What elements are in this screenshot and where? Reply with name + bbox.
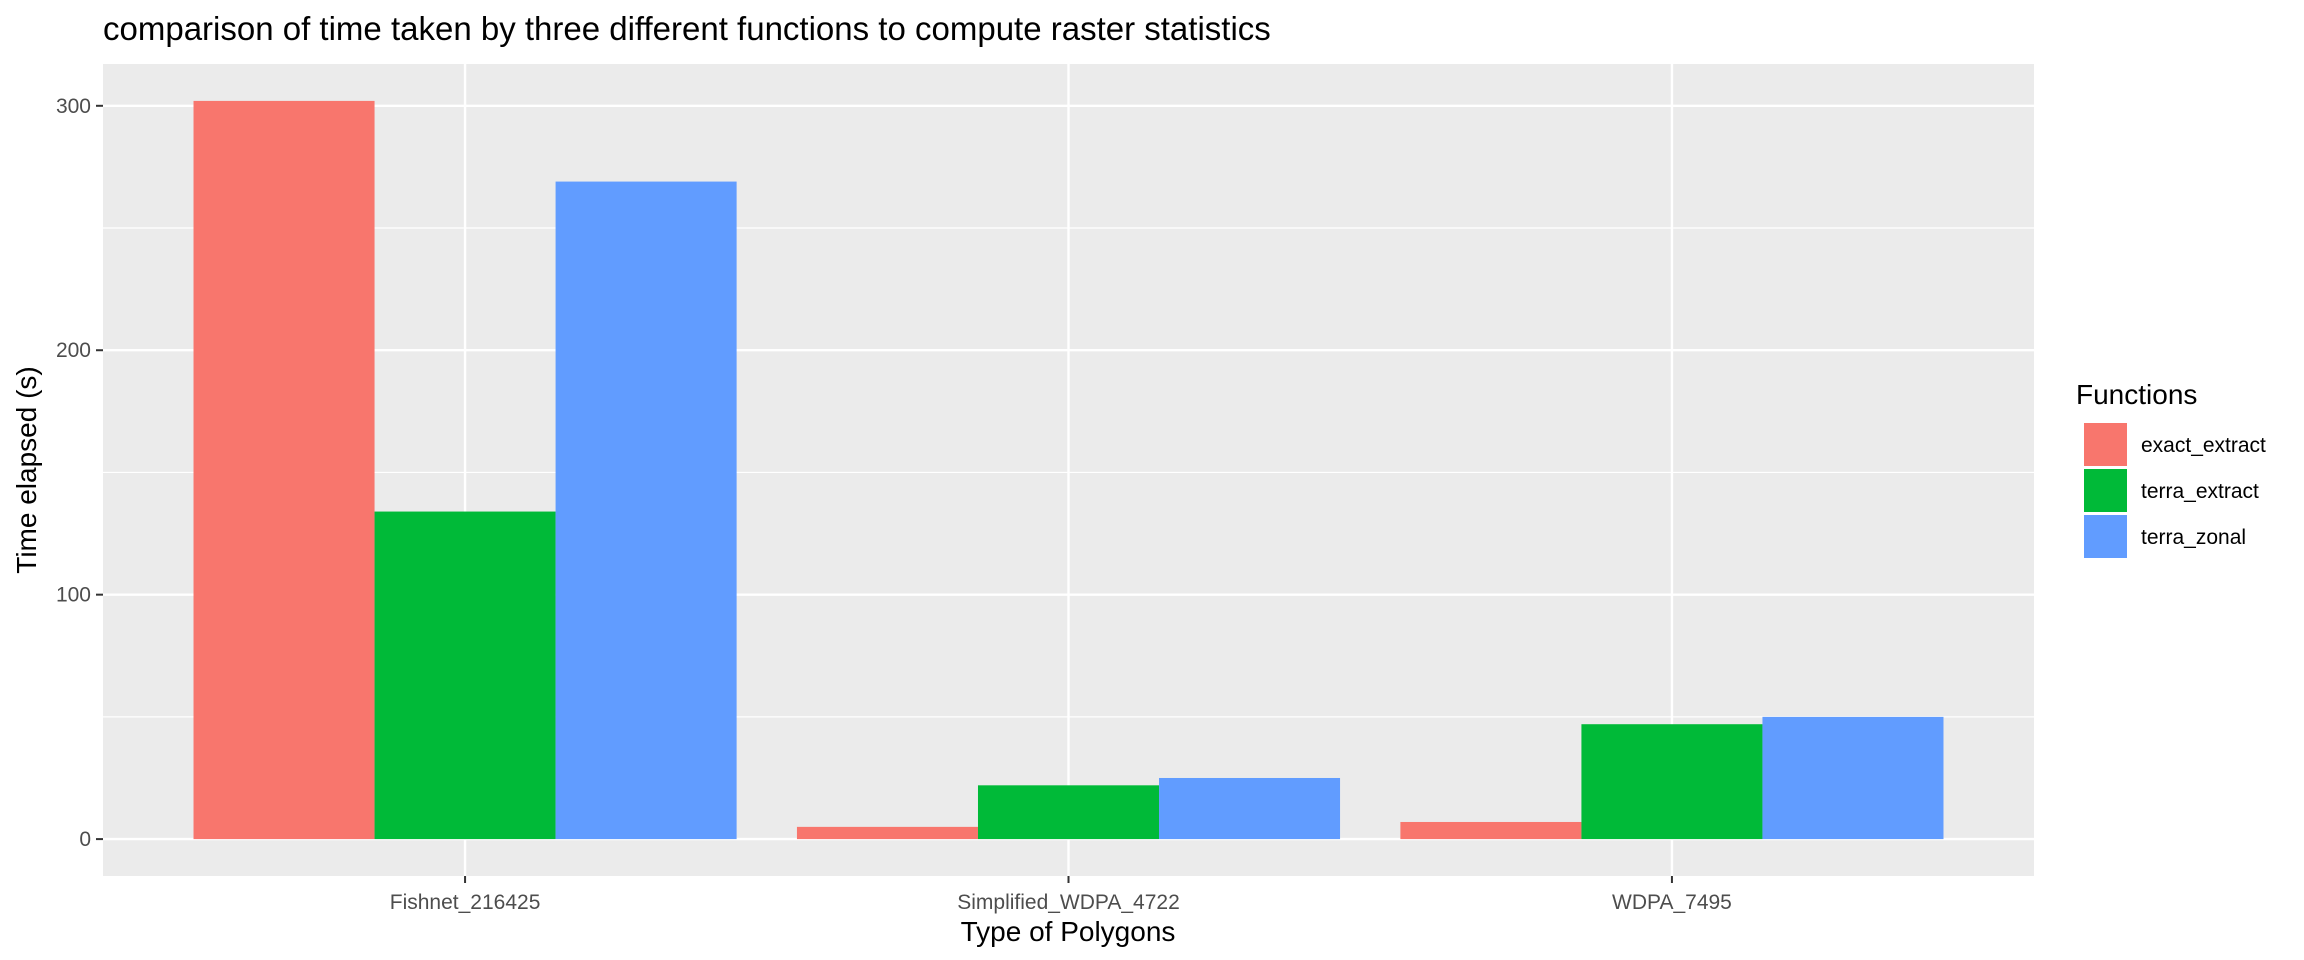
legend-title: Functions <box>2076 379 2197 410</box>
bars <box>193 100 1944 840</box>
y-tick-label: 0 <box>79 828 91 851</box>
x-axis: Fishnet_216425 Simplified_WDPA_4722 WDPA_7… <box>390 876 1732 914</box>
x-tick-label: Fishnet_216425 <box>390 891 541 914</box>
legend: Functions exact_extract terra_extractterr… <box>2076 379 2266 558</box>
y-axis: 0 100 200 300 <box>56 95 103 851</box>
y-tick-label: 100 <box>56 584 91 607</box>
bar-terra_extract-Fishnet_216425 <box>374 511 556 840</box>
bar-terra_extract-Simplified_WDPA_4722 <box>977 785 1160 840</box>
legend-key-terra_zonal <box>2084 515 2127 558</box>
x-tick-label: Simplified_WDPA_4722 <box>957 891 1180 914</box>
x-tick-label: WDPA_7495 <box>1612 891 1732 914</box>
y-axis-title: Time elapsed (s) <box>11 366 42 573</box>
legend-label-terra_extract: terra_extract <box>2141 480 2259 503</box>
bar-terra_zonal-WDPA_7495 <box>1762 716 1944 840</box>
bar-terra_extract-WDPA_7495 <box>1581 724 1763 840</box>
bar-exact_extract-Simplified_WDPA_4722 <box>796 826 978 840</box>
legend-label-exact_extract: exact_extract <box>2141 434 2266 457</box>
bar-terra_zonal-Simplified_WDPA_4722 <box>1159 777 1341 840</box>
legend-label-terra_zonal: terra_zonal <box>2141 526 2246 549</box>
chart-title: comparison of time taken by three differ… <box>103 10 1271 47</box>
legend-key-exact_extract <box>2084 423 2127 466</box>
y-tick-label: 300 <box>56 95 91 118</box>
bar-terra_zonal-Fishnet_216425 <box>555 181 737 840</box>
x-axis-title: Type of Polygons <box>961 916 1176 947</box>
bar-exact_extract-WDPA_7495 <box>1400 821 1582 840</box>
y-tick-label: 200 <box>56 339 91 362</box>
bar-exact_extract-Fishnet_216425 <box>193 100 375 840</box>
legend-key-terra_extract <box>2084 469 2127 512</box>
